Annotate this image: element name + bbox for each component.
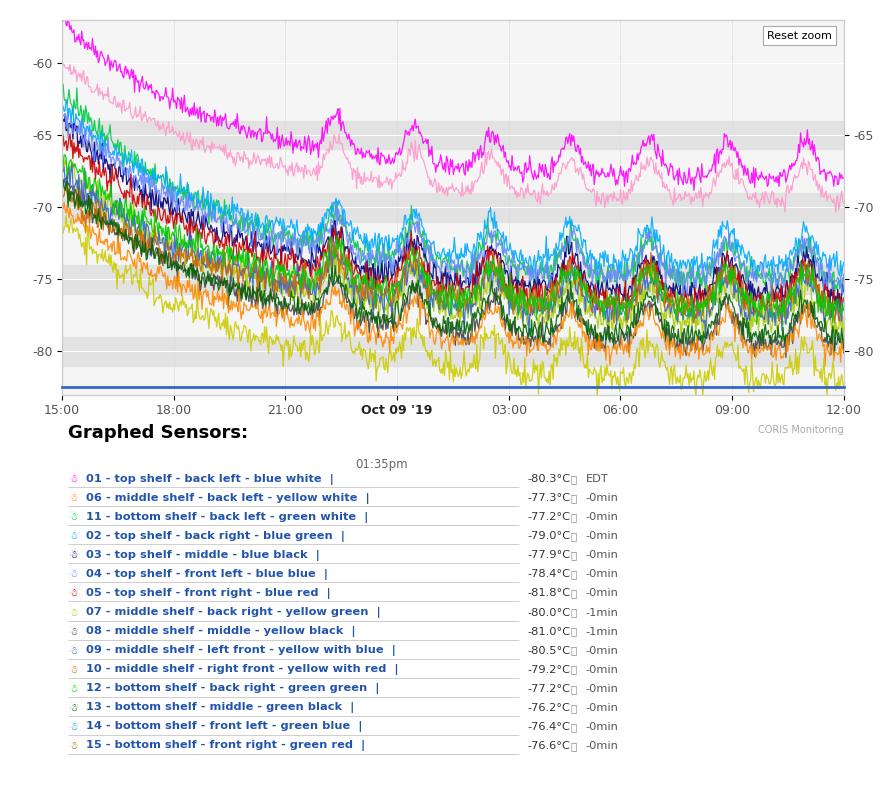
Text: -80.5°C: -80.5°C (527, 645, 570, 656)
Text: CORIS Monitoring: CORIS Monitoring (758, 424, 844, 435)
Text: 15 - bottom shelf - front right - green red  |: 15 - bottom shelf - front right - green … (85, 740, 365, 751)
Bar (62, 120, 844, 149)
Text: ⏱: ⏱ (570, 741, 576, 751)
Bar (62, 265, 844, 294)
Text: -0min: -0min (586, 550, 619, 560)
Text: -0min: -0min (586, 589, 619, 598)
Text: -0min: -0min (586, 512, 619, 522)
Text: ⏱: ⏱ (570, 474, 576, 484)
Text: -81.8°C: -81.8°C (527, 589, 570, 598)
Text: -80.3°C: -80.3°C (527, 474, 570, 484)
Text: 13 - bottom shelf - middle - green black  |: 13 - bottom shelf - middle - green black… (85, 702, 354, 713)
Text: ⏱: ⏱ (570, 589, 576, 598)
Text: -0min: -0min (586, 665, 619, 674)
Text: -76.2°C: -76.2°C (527, 703, 570, 713)
Text: ☃: ☃ (68, 608, 78, 618)
Text: 12 - bottom shelf - back right - green green  |: 12 - bottom shelf - back right - green g… (85, 683, 379, 694)
Text: -0min: -0min (586, 722, 619, 732)
Text: -1min: -1min (586, 608, 619, 618)
Text: ☃: ☃ (68, 703, 78, 713)
Text: -0min: -0min (586, 493, 619, 503)
Text: -79.0°C: -79.0°C (527, 531, 570, 542)
Text: -0min: -0min (586, 531, 619, 542)
Text: ⏱: ⏱ (570, 703, 576, 713)
Text: ☃: ☃ (68, 741, 78, 751)
Text: -0min: -0min (586, 684, 619, 694)
Text: ☃: ☃ (68, 474, 78, 484)
Text: Graphed Sensors:: Graphed Sensors: (68, 424, 249, 442)
Text: ☃: ☃ (68, 645, 78, 656)
Text: ☃: ☃ (68, 512, 78, 522)
Text: 02 - top shelf - back right - blue green  |: 02 - top shelf - back right - blue green… (85, 531, 345, 542)
Text: ⏱: ⏱ (570, 531, 576, 542)
Text: ⏱: ⏱ (570, 550, 576, 560)
Text: ☃: ☃ (68, 493, 78, 503)
Text: -76.6°C: -76.6°C (527, 741, 570, 751)
Text: -0min: -0min (586, 645, 619, 656)
Text: ☃: ☃ (68, 569, 78, 579)
Text: ⏱: ⏱ (570, 569, 576, 579)
Text: ☃: ☃ (68, 684, 78, 694)
Text: ☃: ☃ (68, 550, 78, 560)
Text: 06 - middle shelf - back left - yellow white  |: 06 - middle shelf - back left - yellow w… (85, 493, 369, 504)
Text: 07 - middle shelf - back right - yellow green  |: 07 - middle shelf - back right - yellow … (85, 607, 380, 618)
Bar (62, 193, 844, 222)
Text: -77.9°C: -77.9°C (527, 550, 570, 560)
Text: 03 - top shelf - middle - blue black  |: 03 - top shelf - middle - blue black | (85, 550, 320, 561)
Text: ⏱: ⏱ (570, 608, 576, 618)
Text: EDT: EDT (586, 474, 608, 484)
Text: ⏱: ⏱ (570, 665, 576, 674)
Bar (62, 337, 844, 366)
Text: -77.2°C: -77.2°C (527, 512, 570, 522)
Text: 11 - bottom shelf - back left - green white  |: 11 - bottom shelf - back left - green wh… (85, 512, 368, 523)
Text: ⏱: ⏱ (570, 645, 576, 656)
Text: -77.3°C: -77.3°C (527, 493, 570, 503)
Text: -77.2°C: -77.2°C (527, 684, 570, 694)
Text: 09 - middle shelf - left front - yellow with blue  |: 09 - middle shelf - left front - yellow … (85, 645, 395, 656)
Text: -76.4°C: -76.4°C (527, 722, 570, 732)
Text: ☃: ☃ (68, 665, 78, 674)
Text: ☃: ☃ (68, 722, 78, 732)
Text: -0min: -0min (586, 741, 619, 751)
Text: -81.0°C: -81.0°C (527, 626, 570, 637)
Text: ⏱: ⏱ (570, 493, 576, 503)
Text: ⏱: ⏱ (570, 512, 576, 522)
Text: Reset zoom: Reset zoom (767, 31, 832, 41)
Text: -79.2°C: -79.2°C (527, 665, 570, 674)
Text: 08 - middle shelf - middle - yellow black  |: 08 - middle shelf - middle - yellow blac… (85, 626, 355, 637)
Text: 14 - bottom shelf - front left - green blue  |: 14 - bottom shelf - front left - green b… (85, 722, 362, 733)
Text: ☃: ☃ (68, 531, 78, 542)
Text: ⏱: ⏱ (570, 626, 576, 637)
Text: 01 - top shelf - back left - blue white  |: 01 - top shelf - back left - blue white … (85, 474, 334, 485)
Text: ☃: ☃ (68, 626, 78, 637)
Text: ☃: ☃ (68, 589, 78, 598)
Text: -0min: -0min (586, 569, 619, 579)
Text: 01:35pm: 01:35pm (355, 457, 408, 471)
Text: 04 - top shelf - front left - blue blue  |: 04 - top shelf - front left - blue blue … (85, 569, 328, 580)
Text: ⏱: ⏱ (570, 684, 576, 694)
Text: ⏱: ⏱ (570, 722, 576, 732)
Text: 10 - middle shelf - right front - yellow with red  |: 10 - middle shelf - right front - yellow… (85, 664, 398, 675)
Text: -80.0°C: -80.0°C (527, 608, 570, 618)
Text: 05 - top shelf - front right - blue red  |: 05 - top shelf - front right - blue red … (85, 588, 330, 599)
Text: -78.4°C: -78.4°C (527, 569, 570, 579)
Text: -1min: -1min (586, 626, 619, 637)
Text: -0min: -0min (586, 703, 619, 713)
